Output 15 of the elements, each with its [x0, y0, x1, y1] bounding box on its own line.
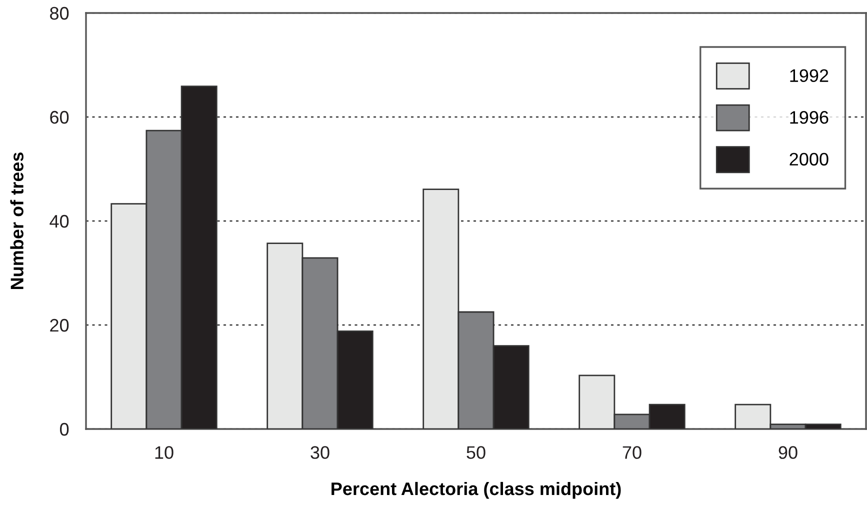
x-axis-title: Percent Alectoria (class midpoint) — [332, 482, 621, 499]
y-tick-label: 80 — [50, 6, 69, 20]
legend-label: 1996 — [790, 111, 828, 124]
y-tick-label: 0 — [60, 422, 69, 436]
y-axis-title: Number of trees — [10, 152, 24, 290]
x-tick-label: 10 — [155, 446, 174, 459]
x-tick-label: 30 — [310, 446, 330, 459]
y-tick-label: 60 — [50, 110, 69, 124]
y-tick-label: 20 — [50, 318, 69, 332]
legend-label: 1992 — [790, 69, 828, 82]
legend-label: 2000 — [790, 152, 828, 166]
y-tick-label: 40 — [50, 214, 69, 228]
x-tick-label: 70 — [622, 446, 642, 459]
x-tick-label: 50 — [466, 446, 486, 459]
x-tick-label: 90 — [778, 446, 798, 459]
